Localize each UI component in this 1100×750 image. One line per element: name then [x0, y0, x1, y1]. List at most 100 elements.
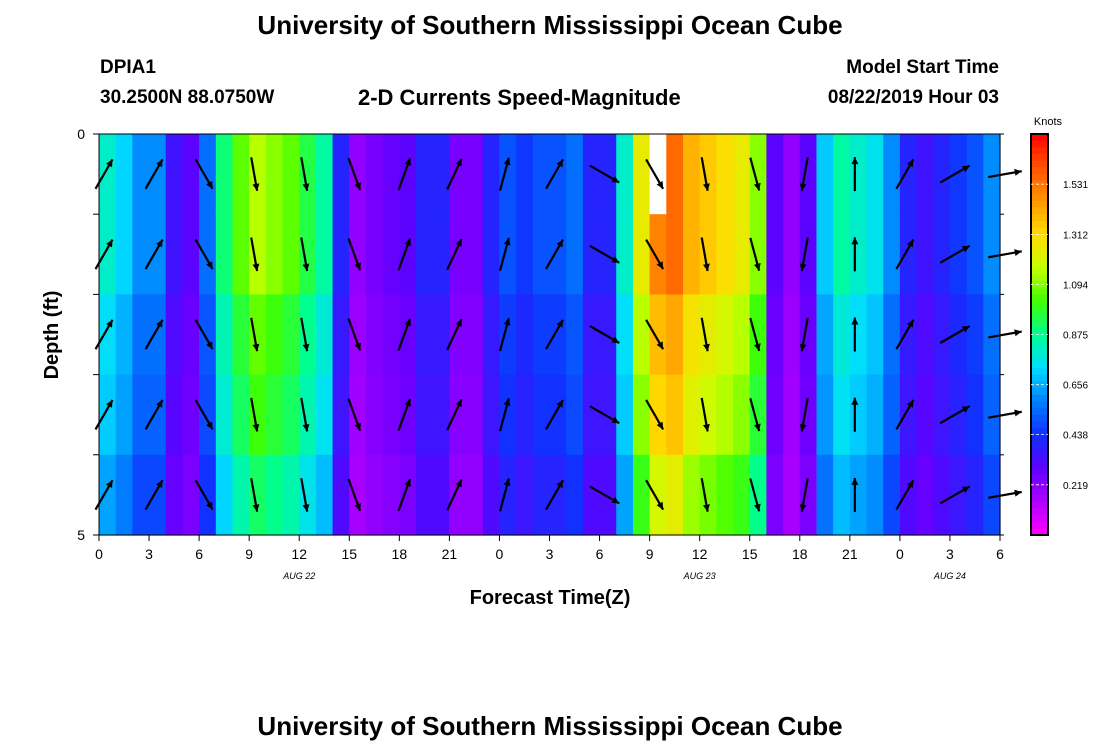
heatmap-cell — [449, 134, 467, 215]
arrow-head — [354, 182, 361, 191]
heatmap-cell — [916, 214, 934, 295]
heatmap-cell — [516, 294, 534, 376]
arrow-head — [799, 343, 807, 352]
heatmap-cell — [466, 374, 484, 456]
arrow-head — [556, 159, 563, 168]
colorbar-tick-label: 0.656 — [1063, 381, 1088, 392]
arrow-head — [851, 317, 859, 325]
heatmap-cell — [783, 294, 801, 376]
arrow-head — [354, 262, 361, 271]
heatmap-cell — [682, 454, 701, 536]
colorbar-segment — [1031, 314, 1048, 322]
heatmap-cell — [766, 374, 784, 456]
colorbar-segment — [1031, 267, 1048, 275]
model-start-value: 08/22/2019 Hour 03 — [827, 87, 999, 108]
arrow-head — [656, 341, 664, 350]
arrow-head — [302, 343, 310, 352]
heatmap-cell — [382, 214, 400, 295]
heatmap-cell — [532, 454, 551, 536]
colorbar-tick-label: 0.219 — [1063, 481, 1088, 492]
colorbar-segment — [1031, 200, 1048, 209]
arrow-head — [354, 503, 361, 511]
heatmap-cell — [733, 134, 751, 215]
heatmap-cell — [132, 454, 150, 536]
arrow-head — [302, 183, 310, 191]
arrow-head — [656, 261, 664, 270]
heatmap-cell — [632, 294, 651, 376]
colorbar-segment — [1031, 194, 1048, 202]
heatmap-cell — [716, 374, 734, 456]
colorbar-segment — [1031, 287, 1048, 295]
heatmap-cell — [232, 294, 250, 376]
colorbar-segment — [1031, 187, 1048, 195]
heatmap-cell — [649, 134, 667, 215]
colorbar-segment — [1031, 468, 1048, 476]
heatmap-cell — [566, 374, 584, 456]
heatmap-cell — [149, 214, 167, 295]
heatmap-cell — [516, 374, 534, 456]
arrow-head — [656, 181, 664, 189]
heatmap-cell — [265, 294, 284, 376]
heatmap-cell — [482, 134, 501, 215]
heatmap-cell — [549, 454, 567, 536]
heatmap-cell — [382, 374, 400, 456]
heatmap-cell — [599, 374, 617, 456]
heatmap-cell — [382, 134, 400, 215]
heatmap-cell — [115, 294, 133, 376]
heatmap-cell — [416, 294, 434, 376]
heatmap-cell — [916, 374, 934, 456]
arrow-head — [302, 263, 310, 272]
arrow-head — [252, 263, 260, 272]
heatmap-cell — [816, 134, 834, 215]
y-tick-label: 0 — [77, 126, 85, 142]
arrow-head — [799, 183, 807, 191]
colorbar-segment — [1031, 247, 1048, 255]
heatmap-cell — [699, 374, 717, 456]
arrow-head — [503, 318, 511, 326]
arrow-head — [404, 398, 412, 407]
heatmap-cell — [833, 294, 851, 376]
heatmap-cell — [899, 294, 918, 376]
heatmap-cell — [499, 214, 517, 295]
heatmap-cell — [449, 374, 467, 456]
heatmap-cell — [99, 374, 117, 456]
heatmap-cell — [966, 134, 984, 215]
heatmap-cell — [616, 374, 634, 456]
arrow-head — [206, 261, 213, 270]
colorbar-segment — [1031, 488, 1048, 496]
heatmap-cell — [766, 134, 784, 215]
heatmap-cell — [549, 134, 567, 215]
arrow-head — [252, 504, 260, 512]
heatmap-cell — [365, 214, 384, 295]
heatmap-cell — [215, 214, 234, 295]
heatmap-cell — [115, 454, 133, 536]
heatmap-cell — [132, 374, 150, 456]
arrow-head — [851, 477, 859, 485]
arrow-head — [961, 406, 970, 413]
heatmap-cell — [149, 134, 167, 215]
heatmap-cell — [682, 294, 701, 376]
heatmap-cell — [532, 294, 551, 376]
heatmap-cell — [699, 214, 717, 295]
heatmap-cell — [682, 214, 701, 295]
heatmap-cell — [616, 454, 634, 536]
heatmap-cell — [966, 454, 984, 536]
heatmap-cell — [666, 454, 684, 536]
arrow-head — [556, 319, 563, 328]
heatmap-cell — [649, 294, 667, 376]
heatmap-cell — [99, 454, 117, 536]
colorbar-segment — [1031, 448, 1048, 456]
heatmap-cell — [165, 374, 184, 456]
x-tick-label: 0 — [95, 546, 103, 562]
heatmap-cell — [666, 374, 684, 456]
heatmap-cell — [399, 134, 417, 215]
arrow-head — [156, 319, 163, 328]
heatmap-cell — [716, 454, 734, 536]
colorbar-tick-label: 0.875 — [1063, 331, 1088, 342]
arrow-head — [156, 399, 163, 408]
arrow-head — [753, 343, 761, 351]
heatmap-cell — [783, 454, 801, 536]
heatmap-cell — [983, 214, 1001, 295]
heatmap-cell — [315, 454, 334, 536]
colorbar-segment — [1031, 494, 1048, 503]
